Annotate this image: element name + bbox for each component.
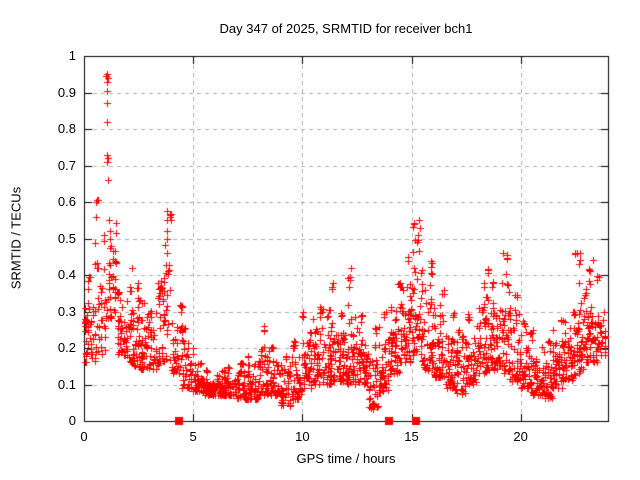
x-tick-label: 20: [513, 429, 528, 444]
y-tick-label: 0.2: [57, 340, 76, 355]
y-tick-label: 0.6: [57, 194, 76, 209]
x-tick-label: 0: [80, 429, 88, 444]
y-tick-label: 0.3: [57, 303, 76, 319]
y-tick-label: 0.9: [57, 84, 76, 100]
chart-title: Day 347 of 2025, SRMTID for receiver bch…: [219, 21, 473, 36]
x-tick-label: 10: [295, 429, 310, 444]
y-tick-label: 0.1: [57, 376, 76, 392]
x-tick-label: 15: [404, 429, 419, 444]
y-tick-label: 1: [68, 48, 76, 63]
y-tick-label: 0.8: [57, 121, 76, 136]
y-tick-label: 0.5: [57, 230, 76, 246]
x-tick-label: 5: [189, 429, 197, 444]
y-tick-label: 0.7: [57, 157, 76, 173]
y-tick-label: 0.4: [57, 267, 76, 282]
y-tick-label: 0: [68, 413, 76, 428]
x-axis-title: GPS time / hours: [296, 451, 396, 466]
